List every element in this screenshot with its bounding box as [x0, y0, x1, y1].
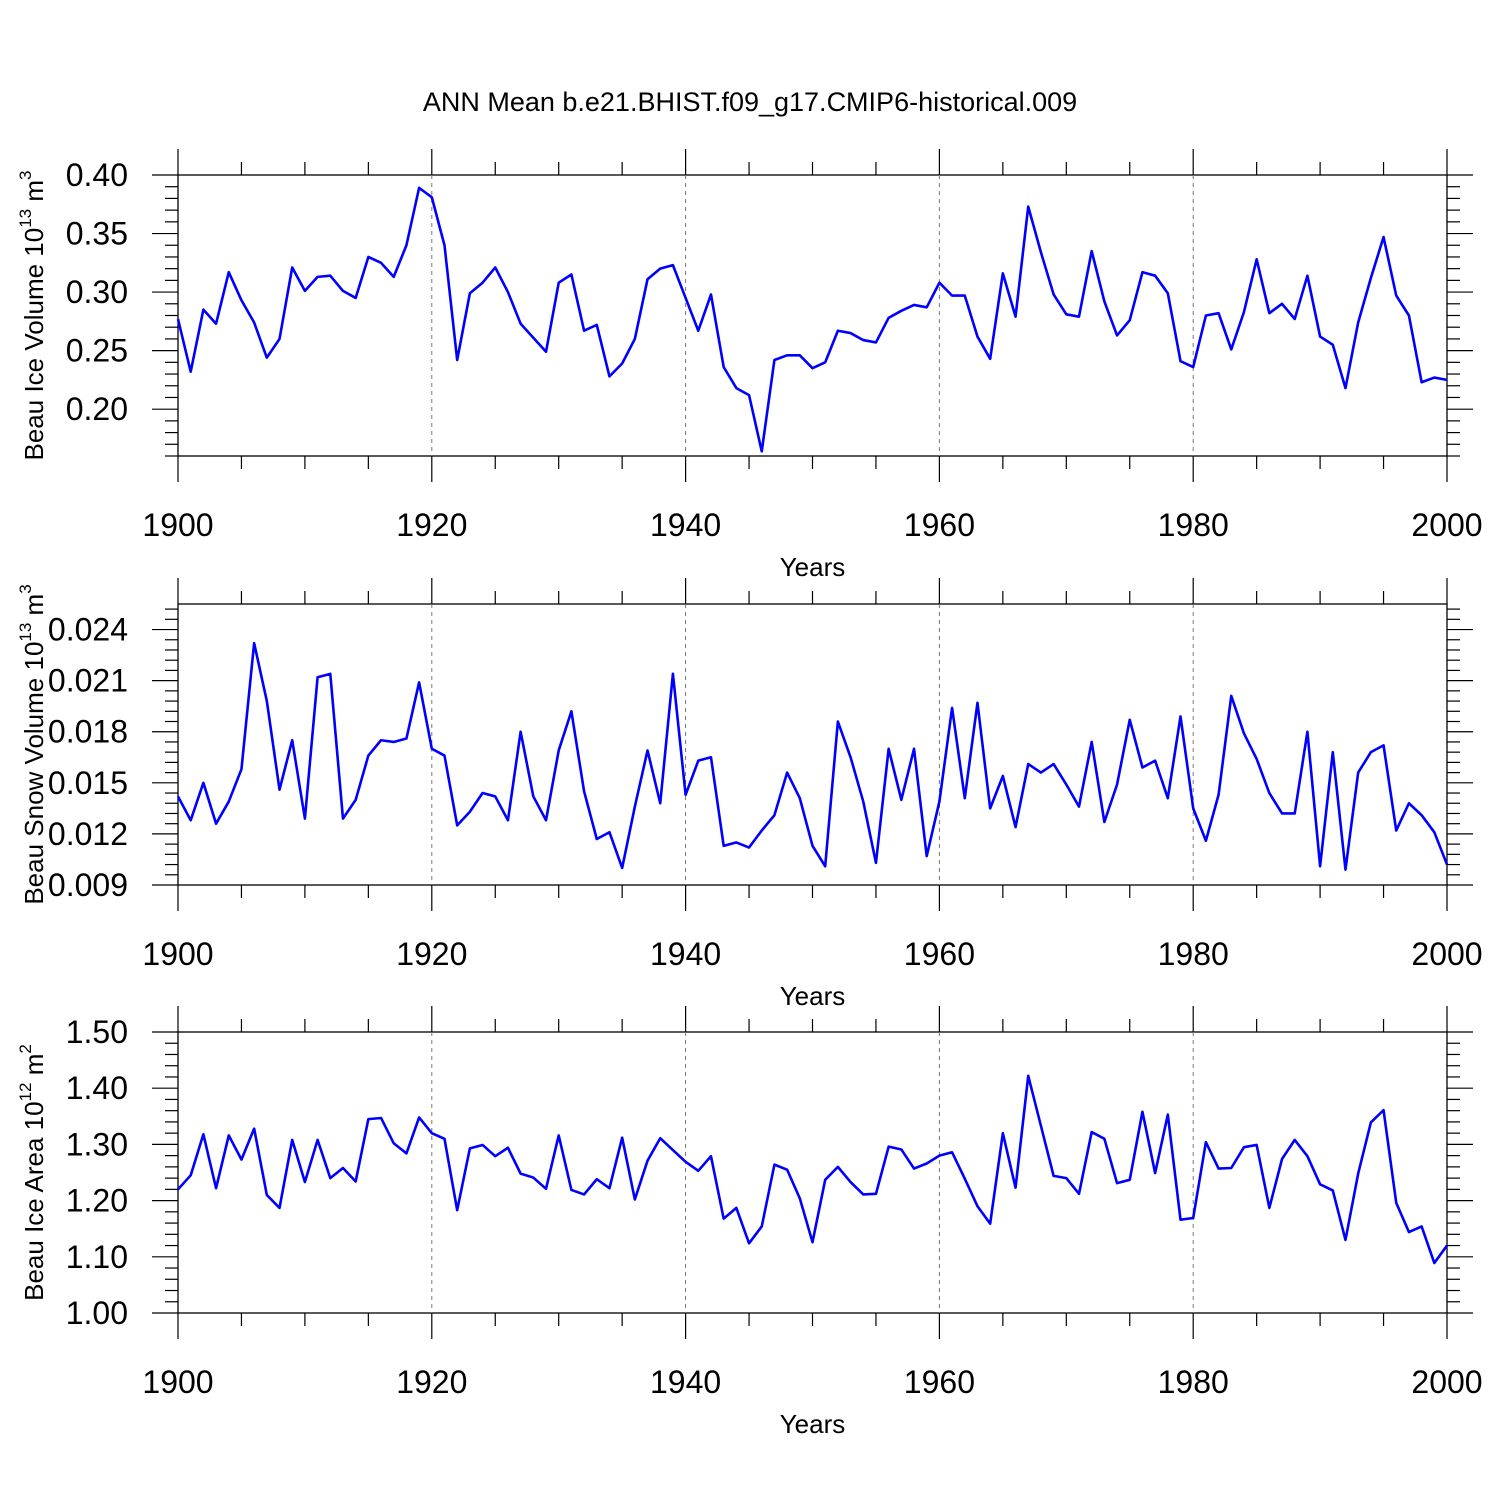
y-axis-label-part: Beau Ice Area 10: [19, 1101, 49, 1300]
y-axis-label-part: 3: [16, 584, 35, 593]
y-axis-label-part: m: [19, 180, 49, 209]
x-tick-label: 1900: [142, 507, 213, 543]
x-axis-label: Years: [780, 981, 846, 1011]
x-tick-label: 1960: [904, 1364, 975, 1400]
y-axis-label-part: 13: [16, 209, 35, 228]
y-axis-label-part: Beau Snow Volume 10: [19, 642, 49, 905]
y-axis-label: Beau Ice Area 1012 m2: [16, 1044, 49, 1301]
y-tick-label: 1.20: [66, 1183, 128, 1219]
y-tick-label: 0.30: [66, 274, 128, 310]
y-tick-label: 0.018: [48, 714, 128, 750]
x-tick-label: 1980: [1158, 1364, 1229, 1400]
y-tick-label: 0.024: [48, 612, 128, 648]
chart-panel-2: 1900 1920 1940 1960 1980 2000 0.009 0.012 0.015 0…: [16, 578, 1483, 1011]
y-tick-label: 0.25: [66, 333, 128, 369]
x-tick-label: 1920: [396, 1364, 467, 1400]
x-tick-label: 1940: [650, 1364, 721, 1400]
y-tick-label: 1.10: [66, 1239, 128, 1275]
x-tick-label: 1980: [1158, 507, 1229, 543]
x-tick-label: 1980: [1158, 936, 1229, 972]
y-tick-label: 0.021: [48, 663, 128, 699]
series-line: [176, 641, 1449, 871]
y-axis-label-part: 2: [16, 1044, 35, 1053]
y-tick-label: 1.30: [66, 1126, 128, 1162]
chart-panel-3: 1900 1920 1940 1960 1980 2000 1.00 1.10 1.20 1.30…: [16, 1006, 1483, 1439]
x-tick-label: 2000: [1411, 1364, 1482, 1400]
y-tick-label: 0.40: [66, 157, 128, 193]
chart-panel-1: 1900 1920 1940 1960 1980 2000 0.20 0.25 0.30 0.35…: [16, 149, 1483, 582]
y-axis-label-part: m: [19, 1054, 49, 1083]
y-axis-label-part: 13: [16, 623, 35, 642]
y-axis-label: Beau Ice Volume 1013 m3: [16, 171, 49, 461]
series-line: [177, 1074, 1449, 1265]
x-axis-label: Years: [780, 552, 846, 582]
x-tick-label: 1900: [142, 936, 213, 972]
y-tick-label: 0.009: [48, 867, 128, 903]
y-axis-label-part: 3: [16, 171, 35, 180]
y-tick-label: 0.015: [48, 765, 128, 801]
x-tick-label: 2000: [1411, 936, 1482, 972]
x-tick-label: 1940: [650, 936, 721, 972]
y-tick-label: 1.50: [66, 1014, 128, 1050]
x-tick-label: 1920: [396, 936, 467, 972]
x-tick-label: 1940: [650, 507, 721, 543]
y-tick-label: 0.35: [66, 216, 128, 252]
x-axis-label: Years: [780, 1409, 846, 1439]
y-axis-label: Beau Snow Volume 1013 m3: [16, 584, 49, 904]
x-tick-label: 2000: [1411, 507, 1482, 543]
x-tick-label: 1960: [904, 936, 975, 972]
y-axis-label-part: Beau Ice Volume 10: [19, 228, 49, 461]
x-tick-label: 1920: [396, 507, 467, 543]
plot-frame: [177, 1031, 1448, 1314]
y-tick-label: 1.00: [66, 1295, 128, 1331]
plot-frame: [177, 174, 1448, 457]
y-axis-label-part: m: [19, 594, 49, 623]
y-tick-label: 1.40: [66, 1070, 128, 1106]
y-tick-label: 0.20: [66, 391, 128, 427]
y-axis-label-part: 12: [16, 1082, 35, 1101]
figure-title: ANN Mean b.e21.BHIST.f09_g17.CMIP6-histo…: [423, 87, 1077, 117]
series-line: [176, 186, 1448, 453]
x-tick-label: 1900: [142, 1364, 213, 1400]
x-tick-label: 1960: [904, 507, 975, 543]
y-tick-label: 0.012: [48, 816, 128, 852]
